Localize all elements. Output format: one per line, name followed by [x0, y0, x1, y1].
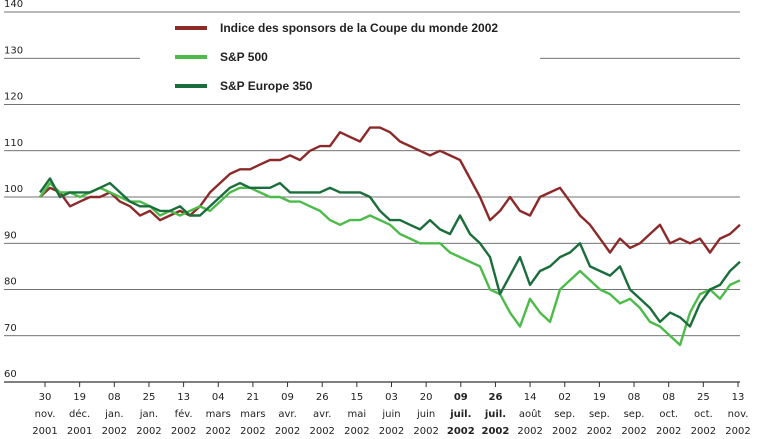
- y-tick-label: 120: [4, 92, 23, 103]
- x-tick-label: juin: [416, 409, 435, 420]
- x-tick-label: sep.: [624, 409, 645, 420]
- y-tick-label: 90: [4, 230, 17, 241]
- series-line: [39, 126, 741, 254]
- x-tick-label: 13: [732, 392, 745, 403]
- x-tick-label: 2002: [136, 426, 161, 437]
- x-tick-label: 19: [593, 392, 606, 403]
- y-tick-label: 80: [4, 277, 17, 288]
- x-tick-label: 26: [316, 392, 329, 403]
- x-tick-label: 2002: [344, 426, 369, 437]
- x-tick-label: 09: [454, 392, 468, 403]
- x-tick-label: 2002: [552, 426, 577, 437]
- x-tick-label: nov.: [35, 409, 56, 420]
- x-tick-label: avr.: [278, 409, 296, 420]
- y-tick-label: 140: [4, 0, 23, 10]
- x-tick-label: mars: [240, 409, 265, 420]
- x-tick-label: avr.: [313, 409, 331, 420]
- x-tick-label: 2002: [102, 426, 127, 437]
- x-tick-label: 2001: [67, 426, 92, 437]
- legend-label: S&P 500: [220, 50, 268, 64]
- x-tick-label: 2002: [691, 426, 716, 437]
- x-tick-label: sep.: [589, 409, 610, 420]
- x-tick-label: 08: [662, 392, 675, 403]
- x-tick-label: jan.: [104, 409, 123, 420]
- x-tick-label: 13: [177, 392, 190, 403]
- legend-label: Indice des sponsors de la Coupe du monde…: [220, 21, 498, 35]
- x-tick-label: sep.: [554, 409, 575, 420]
- x-tick-label: oct.: [694, 409, 713, 420]
- x-tick-label: 08: [108, 392, 121, 403]
- x-tick-label: 21: [247, 392, 260, 403]
- x-tick-label: mars: [206, 409, 231, 420]
- x-tick-label: 03: [385, 392, 398, 403]
- legend-label: S&P Europe 350: [220, 79, 313, 93]
- x-tick-label: 2002: [656, 426, 681, 437]
- x-tick-label: jan.: [139, 409, 158, 420]
- x-tick-label: 2002: [517, 426, 542, 437]
- y-tick-label: 70: [4, 323, 17, 334]
- x-tick-label: 2002: [413, 426, 438, 437]
- x-tick-label: 2002: [309, 426, 334, 437]
- x-tick-label: oct.: [659, 409, 678, 420]
- x-tick-label: 2002: [447, 426, 475, 437]
- x-tick-label: 2002: [482, 426, 510, 437]
- x-tick-label: 2002: [621, 426, 646, 437]
- x-tick-label: 09: [281, 392, 294, 403]
- x-tick-label: 2002: [379, 426, 404, 437]
- x-tick-label: nov.: [728, 409, 749, 420]
- x-tick-label: 2002: [275, 426, 300, 437]
- x-tick-label: août: [519, 408, 542, 420]
- x-tick-label: juil.: [449, 409, 471, 420]
- x-tick-label: 19: [73, 392, 86, 403]
- y-tick-label: 110: [4, 138, 23, 149]
- x-tick-label: juil.: [484, 409, 506, 420]
- x-tick-label: 2002: [171, 426, 196, 437]
- x-tick-label: 02: [558, 392, 571, 403]
- x-tick-label: 30: [39, 392, 52, 403]
- x-tick-label: déc.: [69, 408, 90, 420]
- x-tick-label: 04: [212, 392, 225, 403]
- x-tick-label: 15: [350, 392, 363, 403]
- y-tick-label: 60: [4, 369, 17, 380]
- x-tick-label: 20: [420, 392, 433, 403]
- y-tick-label: 100: [4, 184, 23, 195]
- series-line: [39, 181, 741, 347]
- x-tick-label: mai: [348, 409, 367, 420]
- x-tick-label: 2002: [206, 426, 231, 437]
- x-tick-label: 25: [143, 392, 156, 403]
- x-tick-label: 25: [697, 392, 710, 403]
- x-tick-label: 2002: [587, 426, 612, 437]
- x-tick-label: 14: [524, 392, 537, 403]
- x-tick-label: 08: [628, 392, 641, 403]
- series-line: [39, 177, 741, 328]
- x-tick-label: juin: [381, 409, 400, 420]
- x-tick-label: 2001: [32, 426, 57, 437]
- x-tick-label: fév.: [175, 408, 193, 420]
- y-tick-label: 130: [4, 45, 23, 56]
- x-tick-label: 2002: [725, 426, 750, 437]
- x-tick-label: 2002: [240, 426, 265, 437]
- x-tick-label: 26: [488, 392, 502, 403]
